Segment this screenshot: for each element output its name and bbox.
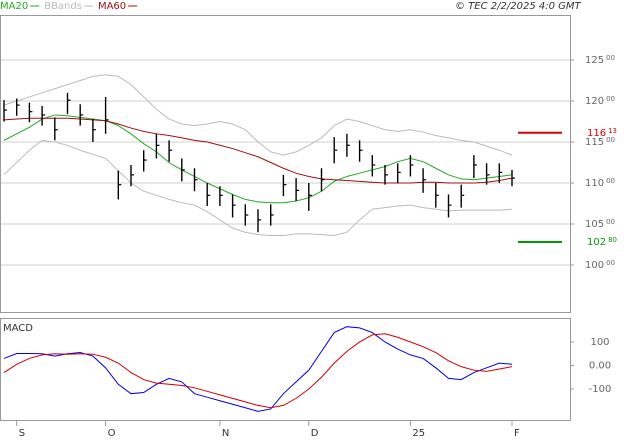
y-tick-label: 120 00: [585, 95, 615, 107]
y-tick-label: 100 00: [585, 259, 615, 271]
x-tick-label: N: [222, 428, 229, 439]
level-label: 102 80: [587, 236, 617, 248]
x-tick-label: O: [108, 428, 116, 439]
macd-line: [3, 326, 513, 412]
macd-panel: [0, 318, 571, 421]
y-tick-label: 0.00: [589, 360, 611, 371]
indicator-line: [3, 114, 513, 204]
y-tick-label: 100: [590, 337, 609, 348]
y-tick-label: -100: [589, 384, 612, 395]
x-tick-label: S: [19, 428, 25, 439]
price-panel: [0, 15, 571, 313]
macd-title: MACD: [3, 323, 33, 334]
y-tick-label: 115 00: [585, 136, 615, 148]
indicator-line: [3, 117, 513, 184]
x-tick-label: F: [514, 428, 520, 439]
legend-label: MA20: [0, 1, 28, 12]
y-tick-label: 105 00: [585, 218, 615, 230]
legend-label: BBands: [44, 1, 82, 12]
copyright: © TEC 2/2/2025 4:0 GMT: [455, 1, 582, 12]
indicator-line: [3, 139, 513, 236]
indicator-line: [3, 74, 513, 156]
x-tick-label: D: [311, 428, 319, 439]
x-tick-label: 25: [412, 428, 425, 439]
y-tick-label: 110 00: [585, 177, 615, 189]
legend-label: MA60: [98, 1, 126, 12]
y-tick-label: 125 00: [585, 54, 615, 66]
macd-line: [3, 333, 513, 409]
level-label: 116 13: [587, 127, 617, 139]
